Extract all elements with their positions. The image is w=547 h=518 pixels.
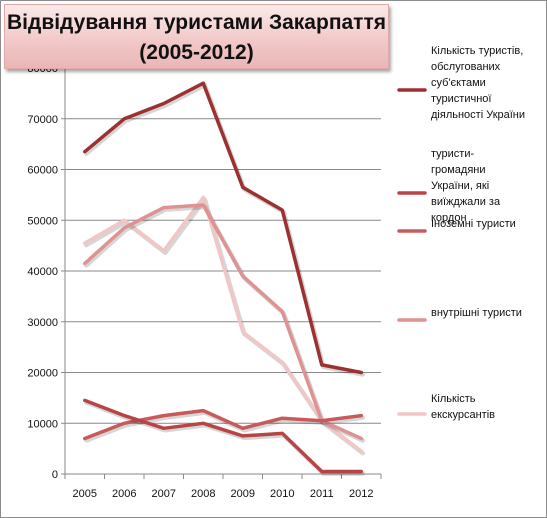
x-tick-label: 2007 <box>152 488 176 500</box>
series-line-1 <box>83 81 364 375</box>
grid-lines <box>65 67 381 424</box>
y-tick-label: 10000 <box>27 418 58 430</box>
legend-label-4: внутрішні туристи <box>431 307 522 319</box>
y-tick-label: 50000 <box>27 215 58 227</box>
legend-label-1: обслугованих <box>431 61 501 73</box>
x-axis-ticks: 2005 2006 2007 2008 2009 2010 2011 2012 <box>64 474 382 500</box>
x-tick-label: 2012 <box>349 488 373 500</box>
y-tick-label: 70000 <box>27 114 58 126</box>
y-tick-label: 40000 <box>27 266 58 278</box>
legend-label-2: виїжджали за <box>431 196 501 208</box>
legend-label-2: України, які <box>431 180 489 192</box>
legend-label-5: Кількість <box>431 393 476 405</box>
legend-label-2: громадяни <box>431 164 486 176</box>
series-line-4 <box>83 203 364 441</box>
y-axis-ticks: 0100002000030000400005000060000700008000… <box>27 63 65 481</box>
x-tick-label: 2005 <box>73 488 97 500</box>
x-tick-label: 2010 <box>270 488 294 500</box>
chart-title-box: Відвідування туристами Закарпаття (2005-… <box>4 4 389 69</box>
legend-label-1: Кількість туристів, <box>431 45 523 57</box>
x-tick-label: 2008 <box>191 488 215 500</box>
series-line-3 <box>83 408 364 441</box>
legend-label-2: туристи- <box>431 148 474 160</box>
y-tick-label: 20000 <box>27 368 58 380</box>
legend-label-5: екскурсантів <box>431 409 495 421</box>
legend-label-2: кордон <box>431 212 467 224</box>
x-tick-label: 2011 <box>310 488 334 500</box>
x-tick-label: 2009 <box>231 488 255 500</box>
chart-title: Відвідування туристами Закарпаття <box>6 11 386 34</box>
y-tick-label: 30000 <box>27 317 58 329</box>
chart-subtitle: (2005-2012) <box>139 41 254 64</box>
x-tick-label: 2006 <box>112 488 136 500</box>
y-tick-label: 60000 <box>27 165 58 177</box>
y-tick-label: 0 <box>52 469 58 481</box>
legend: Кількість туристів, обслугованих суб'єктам… <box>397 45 525 421</box>
legend-label-1: діяльності України <box>431 109 525 121</box>
legend-label-3: Іноземні туристи <box>431 218 516 230</box>
series-line-2 <box>83 398 364 474</box>
legend-label-1: туристичної <box>431 93 491 105</box>
series-lines <box>83 81 366 476</box>
legend-label-1: суб'єктами <box>431 77 486 89</box>
